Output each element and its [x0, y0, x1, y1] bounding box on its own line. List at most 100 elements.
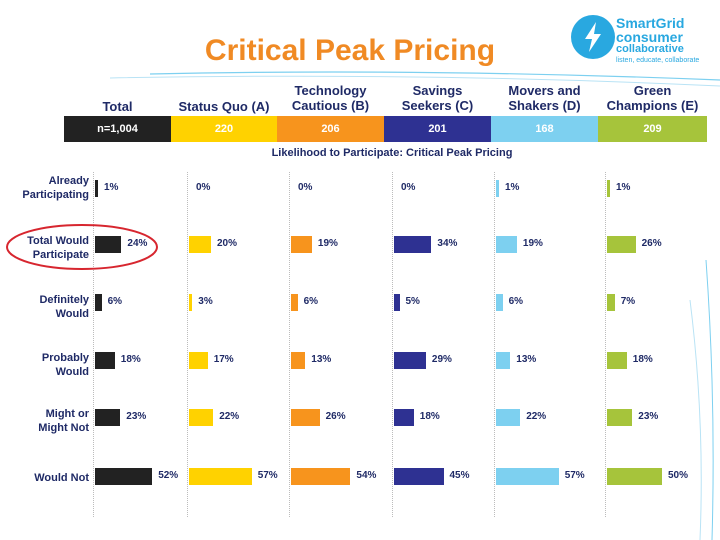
bar	[607, 352, 627, 369]
highlight-circle	[6, 224, 158, 270]
segment-header-line: Shakers (D)	[508, 98, 581, 113]
data-label: 5%	[405, 296, 420, 307]
segment-header-line: Champions (E)	[606, 98, 699, 113]
data-label: 22%	[526, 411, 547, 422]
data-label: 17%	[213, 354, 234, 365]
segment-header-line: Total	[102, 99, 133, 114]
data-label: 0%	[401, 182, 416, 193]
data-label: 29%	[431, 354, 452, 365]
segment-header-line: Green	[633, 83, 672, 98]
column-divider	[494, 172, 495, 517]
category-label: Definitely Would	[0, 293, 89, 321]
bar	[189, 294, 193, 311]
data-label: 57%	[564, 470, 585, 481]
segment-header: Savings Seekers (C)	[384, 83, 491, 113]
sample-size-cell: 206	[277, 116, 384, 142]
bar	[95, 409, 121, 426]
column-divider	[289, 172, 290, 517]
data-label: 6%	[107, 296, 123, 307]
logo-text-line2: consumer	[616, 29, 683, 45]
category-label-line: Would	[55, 366, 89, 378]
segment-header: Status Quo (A)	[171, 99, 277, 114]
bar	[394, 294, 400, 311]
segment-header: Green Champions (E)	[598, 83, 707, 113]
category-label-line: Might or	[45, 408, 89, 420]
data-label: 6%	[303, 296, 319, 307]
bar	[394, 468, 444, 485]
category-label-line: Might Not	[38, 422, 89, 434]
data-label: 23%	[638, 411, 659, 422]
bar	[394, 352, 426, 369]
category-label: Might or Might Not	[0, 407, 89, 435]
data-label: 6%	[508, 296, 524, 307]
sample-size-cell: 201	[384, 116, 491, 142]
category-label: Total Would Participate	[0, 234, 89, 262]
sample-size-cell: 220	[171, 116, 277, 142]
category-label: Already Participating	[0, 174, 89, 202]
bar	[394, 236, 432, 253]
data-label: 26%	[641, 238, 662, 249]
category-label-line: Would Not	[34, 472, 89, 484]
segment-header-line: Cautious (B)	[291, 98, 370, 113]
category-label-line: Probably	[41, 352, 89, 364]
bar	[496, 180, 499, 197]
column-divider	[605, 172, 606, 517]
data-label: 20%	[217, 238, 238, 249]
sample-size-cell: n=1,004	[64, 116, 171, 142]
data-label: 13%	[311, 354, 332, 365]
bar	[607, 294, 615, 311]
bar	[496, 352, 511, 369]
category-label-line: Participate	[32, 249, 89, 261]
category-label-line: Already	[48, 175, 89, 187]
data-label: 1%	[104, 182, 119, 193]
smartgrid-logo-icon	[571, 15, 615, 59]
bar	[291, 236, 312, 253]
column-divider	[392, 172, 393, 517]
bar	[496, 236, 517, 253]
data-label: 34%	[437, 238, 458, 249]
data-label: 19%	[522, 238, 543, 249]
bar	[189, 236, 211, 253]
logo-text-line1: SmartGrid	[616, 15, 685, 31]
data-label: 19%	[317, 238, 338, 249]
page-title: Critical Peak Pricing	[204, 34, 496, 67]
segment-header-line: Technology	[294, 83, 367, 98]
data-label: 18%	[419, 411, 440, 422]
category-label: Would Not	[0, 471, 89, 485]
logo-tagline: listen, educate, collaborate	[616, 57, 700, 64]
data-label: 0%	[298, 182, 313, 193]
bar	[95, 468, 153, 485]
logo-text-line3: collaborative	[616, 43, 684, 55]
category-label-line: Participating	[22, 189, 89, 201]
data-label: 3%	[198, 296, 213, 307]
data-label: 1%	[616, 182, 631, 193]
data-label: 18%	[632, 354, 653, 365]
category-label: Probably Would	[0, 351, 89, 379]
bar	[291, 409, 320, 426]
bar	[607, 236, 636, 253]
segment-header-line: Status Quo (A)	[178, 99, 270, 114]
data-label: 26%	[325, 411, 346, 422]
data-label: 57%	[257, 470, 278, 481]
bar	[496, 294, 503, 311]
segment-header: Total	[64, 99, 171, 114]
bar	[291, 468, 351, 485]
data-label: 52%	[158, 470, 179, 481]
sample-size-cell: 168	[491, 116, 598, 142]
bar	[607, 468, 662, 485]
column-divider	[187, 172, 188, 517]
data-label: 22%	[219, 411, 240, 422]
data-label: 54%	[356, 470, 377, 481]
bar	[291, 294, 298, 311]
bar	[95, 180, 98, 197]
segment-header-line: Movers and	[508, 83, 581, 98]
data-label: 23%	[126, 411, 147, 422]
bar	[607, 409, 633, 426]
segment-header-line: Savings	[412, 83, 463, 98]
bar	[496, 409, 521, 426]
data-label: 7%	[620, 296, 636, 307]
category-label-line: Total Would	[27, 235, 89, 247]
bar	[607, 180, 610, 197]
data-label: 24%	[127, 238, 148, 249]
